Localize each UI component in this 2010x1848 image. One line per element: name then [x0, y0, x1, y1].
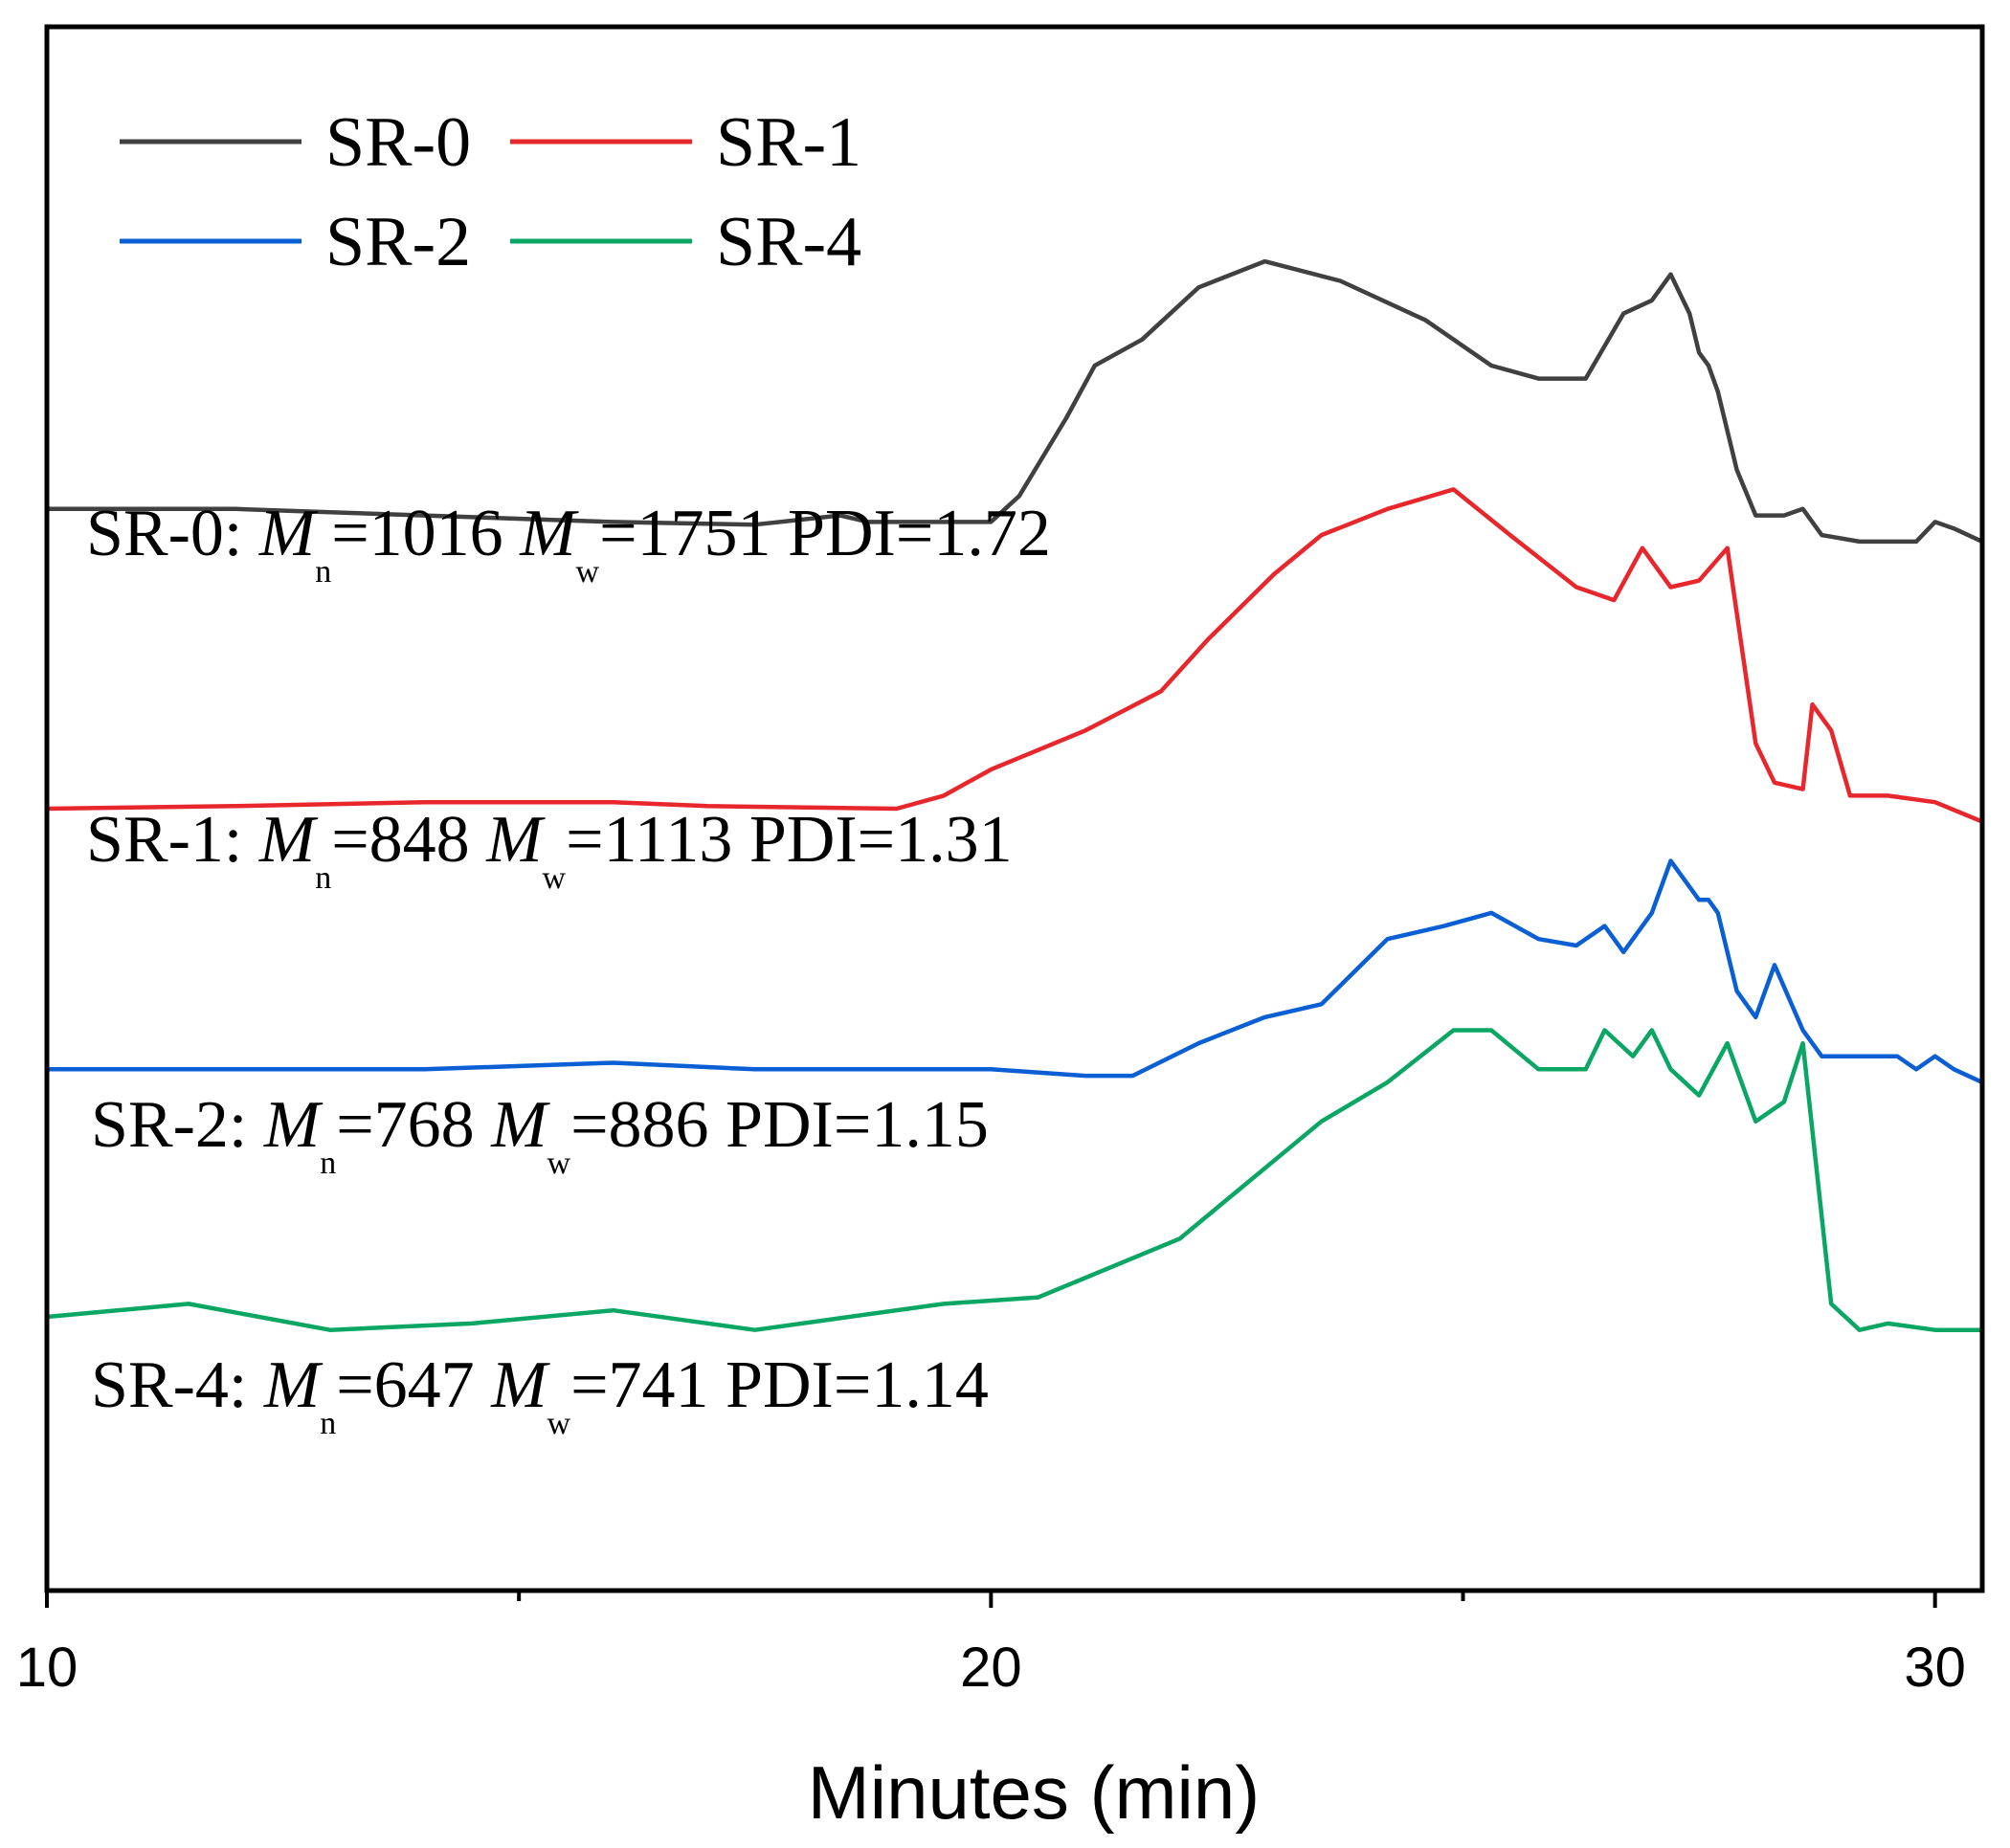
annotation-sr-2-mw-label: M	[490, 1088, 550, 1162]
plot-frame	[44, 24, 1985, 1593]
annotation-sr-4-mw-value: =741	[570, 1348, 726, 1422]
annotation-sr-1-sample: SR-1:	[86, 803, 259, 877]
annotation-sr-0-mw-value: =1751	[599, 497, 788, 570]
annotation-sr-0-sample: SR-0:	[86, 497, 259, 570]
annotation-sr-4-mn-sub: n	[320, 1406, 336, 1441]
series-layer	[44, 258, 1985, 1332]
x-axis: 10 20 30	[16, 1591, 1966, 1699]
annotation-sr-1-mn-label: M	[258, 803, 319, 877]
annotation-sr-2-mn-sub: n	[320, 1146, 336, 1181]
annotation-sr-1-mw-sub: w	[543, 860, 567, 896]
annotation-sr-1-mn-sub: n	[315, 860, 331, 896]
annotation-sr-0-mn-value: =1016	[331, 497, 520, 570]
annotation-sr-0-mn-label: M	[258, 497, 319, 570]
x-tick-label-30: 30	[1904, 1636, 1966, 1699]
series-line-sr-0	[44, 258, 1985, 545]
legend-item-sr-0: SR-0	[120, 103, 471, 182]
annotation-sr-1-mw-value: =1113	[566, 803, 749, 877]
annotation-sr-2-mn-value: =768	[336, 1088, 491, 1162]
legend: SR-0 SR-1 SR-2 SR-4	[120, 103, 861, 281]
annotation-sr-0-pdi: PDI=1.72	[788, 497, 1051, 570]
annotation-sr-4-mw-label: M	[490, 1348, 550, 1422]
annotation-sr-0-mw-sub: w	[576, 554, 600, 590]
legend-label-sr-0: SR-0	[325, 103, 471, 182]
legend-item-sr-1: SR-1	[510, 103, 861, 182]
legend-item-sr-4: SR-4	[510, 203, 861, 281]
annotation-sr-1-mw-label: M	[485, 803, 546, 877]
annotation-sr-0-mw-label: M	[519, 497, 579, 570]
x-axis-label: Minutes (min)	[808, 1750, 1260, 1835]
annotation-sr-2-sample: SR-2:	[91, 1088, 264, 1162]
series-line-sr-2	[44, 858, 1985, 1085]
annotation-sr-4-mw-sub: w	[547, 1406, 571, 1441]
annotation-sr-1-pdi: PDI=1.31	[749, 803, 1013, 877]
annotation-sr-1-mn-value: =848	[331, 803, 486, 877]
annotation-sr-4-sample: SR-4:	[91, 1348, 264, 1422]
annotation-sr-4: SR-4: Mn=647 Mw=741 PDI=1.14	[91, 1348, 989, 1441]
annotation-sr-2-pdi: PDI=1.15	[726, 1088, 989, 1162]
x-tick-label-20: 20	[960, 1636, 1022, 1699]
series-line-sr-1	[44, 487, 1985, 824]
annotation-sr-4-mn-value: =647	[336, 1348, 491, 1422]
annotation-sr-1: SR-1: Mn=848 Mw=1113 PDI=1.31	[86, 803, 1013, 896]
annotation-sr-0: SR-0: Mn=1016 Mw=1751 PDI=1.72	[86, 497, 1051, 590]
annotation-sr-2-mw-sub: w	[547, 1146, 571, 1181]
legend-label-sr-1: SR-1	[716, 103, 861, 182]
legend-label-sr-4: SR-4	[716, 203, 861, 281]
annotation-sr-2-mw-value: =886	[570, 1088, 726, 1162]
annotation-sr-0-mn-sub: n	[315, 554, 331, 590]
annotation-sr-4-mn-label: M	[263, 1348, 324, 1422]
annotation-sr-4-pdi: PDI=1.14	[726, 1348, 989, 1422]
series-line-sr-4	[44, 1028, 1985, 1332]
annotation-sr-2: SR-2: Mn=768 Mw=886 PDI=1.15	[91, 1088, 989, 1181]
x-tick-label-10: 10	[16, 1636, 78, 1699]
annotation-sr-2-mn-label: M	[263, 1088, 324, 1162]
legend-item-sr-2: SR-2	[120, 203, 471, 281]
legend-label-sr-2: SR-2	[325, 203, 471, 281]
